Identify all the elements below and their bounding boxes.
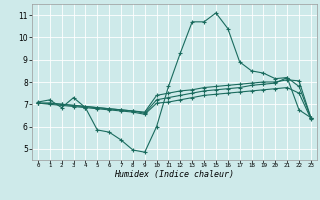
X-axis label: Humidex (Indice chaleur): Humidex (Indice chaleur) bbox=[115, 170, 234, 179]
